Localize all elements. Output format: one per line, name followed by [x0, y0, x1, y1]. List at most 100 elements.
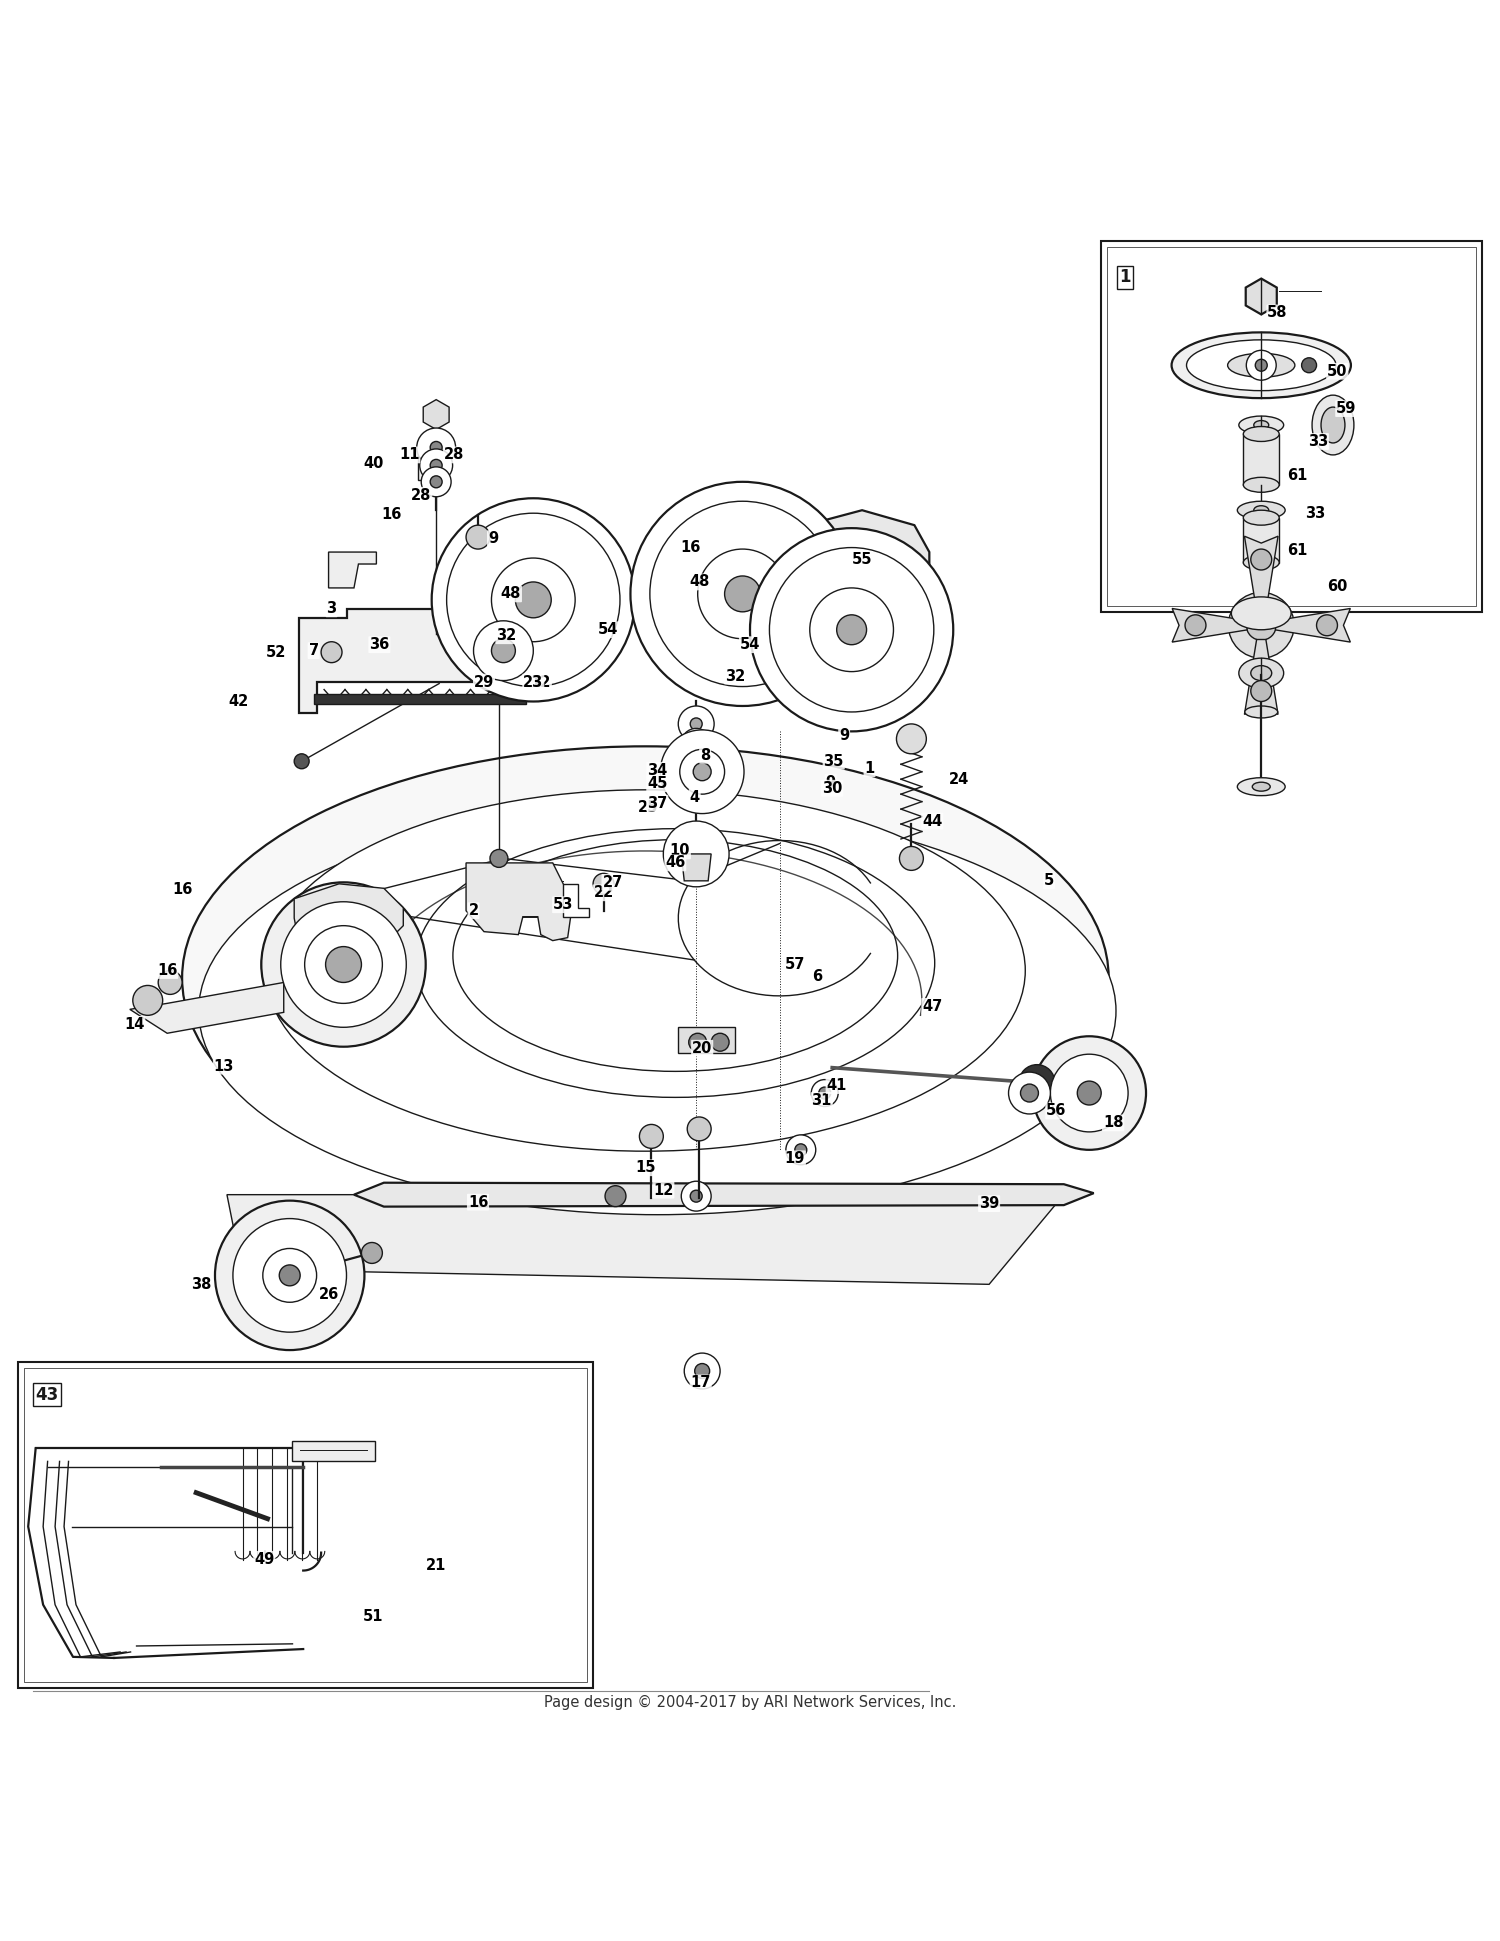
Circle shape: [1317, 615, 1338, 637]
Circle shape: [490, 850, 508, 868]
Circle shape: [261, 883, 426, 1046]
Text: 2: 2: [468, 903, 478, 918]
Bar: [24, 1368, 586, 1681]
Text: 10: 10: [669, 844, 690, 858]
Circle shape: [694, 1363, 709, 1378]
Polygon shape: [298, 609, 538, 714]
Circle shape: [684, 1353, 720, 1390]
Bar: [18, 1363, 592, 1689]
Ellipse shape: [1238, 501, 1286, 518]
Circle shape: [639, 1124, 663, 1149]
Text: 23: 23: [524, 675, 543, 689]
Circle shape: [430, 460, 442, 472]
Polygon shape: [226, 1194, 1064, 1285]
Circle shape: [724, 576, 760, 611]
Ellipse shape: [1312, 396, 1354, 454]
Polygon shape: [328, 551, 376, 588]
Polygon shape: [314, 695, 526, 705]
Circle shape: [810, 588, 894, 672]
Ellipse shape: [416, 829, 934, 1097]
Circle shape: [819, 1087, 831, 1099]
Ellipse shape: [1254, 507, 1269, 514]
Ellipse shape: [1244, 510, 1280, 526]
Text: 13: 13: [214, 1058, 234, 1073]
Polygon shape: [681, 854, 711, 881]
Circle shape: [279, 1266, 300, 1285]
Text: 14: 14: [124, 1017, 144, 1033]
Text: 44: 44: [922, 813, 942, 829]
Text: 12: 12: [531, 675, 550, 689]
Circle shape: [897, 724, 927, 753]
Text: 19: 19: [784, 1151, 806, 1167]
Ellipse shape: [1254, 421, 1269, 429]
Ellipse shape: [1244, 427, 1280, 441]
Polygon shape: [678, 1027, 735, 1052]
Text: 58: 58: [1268, 305, 1288, 320]
Circle shape: [681, 728, 711, 759]
Circle shape: [680, 749, 724, 794]
Circle shape: [492, 639, 516, 662]
Circle shape: [711, 1033, 729, 1052]
Circle shape: [1246, 349, 1276, 380]
Text: 16: 16: [158, 963, 177, 978]
Circle shape: [214, 1201, 364, 1351]
Text: 40: 40: [363, 456, 384, 472]
Polygon shape: [130, 982, 284, 1033]
Text: 29: 29: [474, 675, 494, 689]
Circle shape: [770, 547, 934, 712]
Text: 38: 38: [192, 1277, 211, 1293]
Text: 56: 56: [1046, 1104, 1066, 1118]
Text: 36: 36: [369, 637, 390, 652]
Circle shape: [688, 1033, 706, 1052]
Circle shape: [1228, 592, 1294, 658]
Circle shape: [1251, 681, 1272, 701]
Text: 16: 16: [381, 507, 402, 522]
Circle shape: [676, 741, 716, 780]
Circle shape: [501, 662, 522, 681]
Text: 9: 9: [825, 774, 836, 790]
Polygon shape: [562, 883, 588, 916]
Text: 9: 9: [839, 728, 849, 743]
Text: 16: 16: [680, 540, 700, 555]
Text: 32: 32: [496, 629, 516, 642]
Ellipse shape: [1232, 598, 1292, 629]
Text: 48: 48: [688, 575, 709, 590]
Text: 41: 41: [827, 1077, 848, 1093]
Text: 4: 4: [690, 790, 700, 806]
Text: 28: 28: [444, 448, 465, 462]
Circle shape: [687, 1116, 711, 1141]
Polygon shape: [419, 454, 444, 479]
Text: 12: 12: [652, 1182, 674, 1198]
Bar: [1101, 241, 1482, 611]
Text: 25: 25: [638, 800, 658, 815]
Circle shape: [280, 903, 406, 1027]
Text: 6: 6: [812, 969, 822, 984]
Ellipse shape: [1244, 555, 1280, 571]
Circle shape: [232, 1219, 346, 1332]
Text: 11: 11: [399, 448, 420, 462]
Circle shape: [837, 615, 867, 644]
Circle shape: [1302, 357, 1317, 373]
Text: 33: 33: [1305, 507, 1324, 520]
Text: 60: 60: [1328, 578, 1347, 594]
Text: 50: 50: [1328, 363, 1347, 378]
Circle shape: [698, 549, 788, 639]
Text: 51: 51: [363, 1609, 384, 1623]
Text: 53: 53: [554, 897, 573, 912]
Text: 1: 1: [1119, 268, 1131, 285]
Polygon shape: [423, 400, 448, 429]
Text: 26: 26: [318, 1287, 339, 1302]
Circle shape: [690, 773, 702, 786]
Circle shape: [786, 1135, 816, 1165]
Text: 15: 15: [634, 1161, 656, 1174]
Polygon shape: [354, 1182, 1094, 1207]
Bar: [1107, 247, 1476, 606]
Text: 59: 59: [1336, 402, 1356, 415]
Text: 37: 37: [646, 796, 668, 811]
Polygon shape: [1172, 608, 1246, 642]
Circle shape: [750, 528, 952, 732]
Circle shape: [1077, 1081, 1101, 1104]
Text: 33: 33: [1308, 435, 1328, 448]
Text: 28: 28: [411, 487, 432, 503]
Text: 45: 45: [646, 776, 668, 792]
